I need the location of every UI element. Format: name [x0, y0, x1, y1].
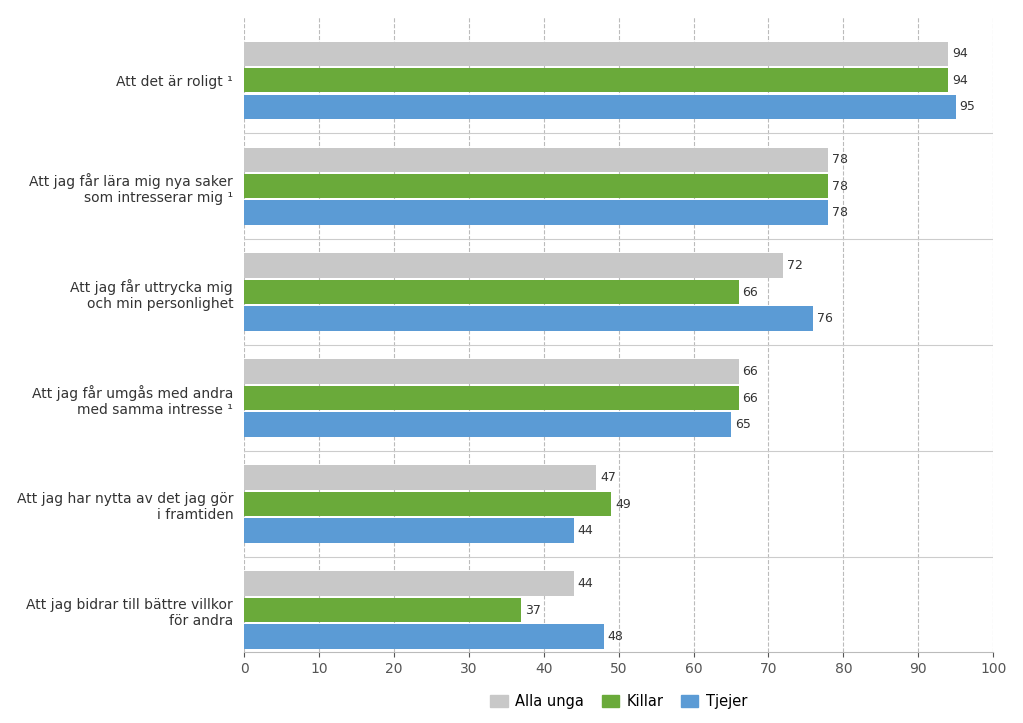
Text: 66: 66: [743, 286, 758, 299]
Text: 48: 48: [608, 630, 623, 643]
Bar: [244, 492, 611, 516]
Bar: [244, 624, 604, 649]
Text: 94: 94: [952, 47, 968, 60]
Bar: [244, 466, 596, 489]
Bar: [244, 386, 739, 410]
Bar: [244, 95, 955, 119]
Bar: [244, 200, 829, 225]
Text: 66: 66: [743, 392, 758, 405]
Text: 76: 76: [817, 312, 833, 325]
Text: 78: 78: [832, 180, 848, 193]
Bar: [244, 518, 574, 543]
Bar: [244, 41, 948, 66]
Text: 95: 95: [960, 100, 975, 114]
Bar: [244, 280, 739, 304]
Bar: [244, 359, 739, 384]
Legend: Alla unga, Killar, Tjejer: Alla unga, Killar, Tjejer: [485, 688, 753, 715]
Text: 47: 47: [601, 471, 616, 484]
Text: 44: 44: [578, 577, 593, 590]
Text: 72: 72: [788, 259, 803, 272]
Bar: [244, 412, 731, 437]
Text: 66: 66: [743, 365, 758, 378]
Text: 49: 49: [615, 497, 631, 510]
Bar: [244, 68, 948, 93]
Bar: [244, 147, 829, 172]
Text: 44: 44: [578, 524, 593, 537]
Text: 94: 94: [952, 74, 968, 87]
Text: 37: 37: [525, 604, 541, 617]
Bar: [244, 571, 574, 596]
Bar: [244, 174, 829, 198]
Bar: [244, 254, 784, 278]
Text: 65: 65: [735, 418, 751, 431]
Bar: [244, 598, 522, 623]
Text: 78: 78: [832, 206, 848, 219]
Bar: [244, 307, 813, 331]
Text: 78: 78: [832, 153, 848, 166]
